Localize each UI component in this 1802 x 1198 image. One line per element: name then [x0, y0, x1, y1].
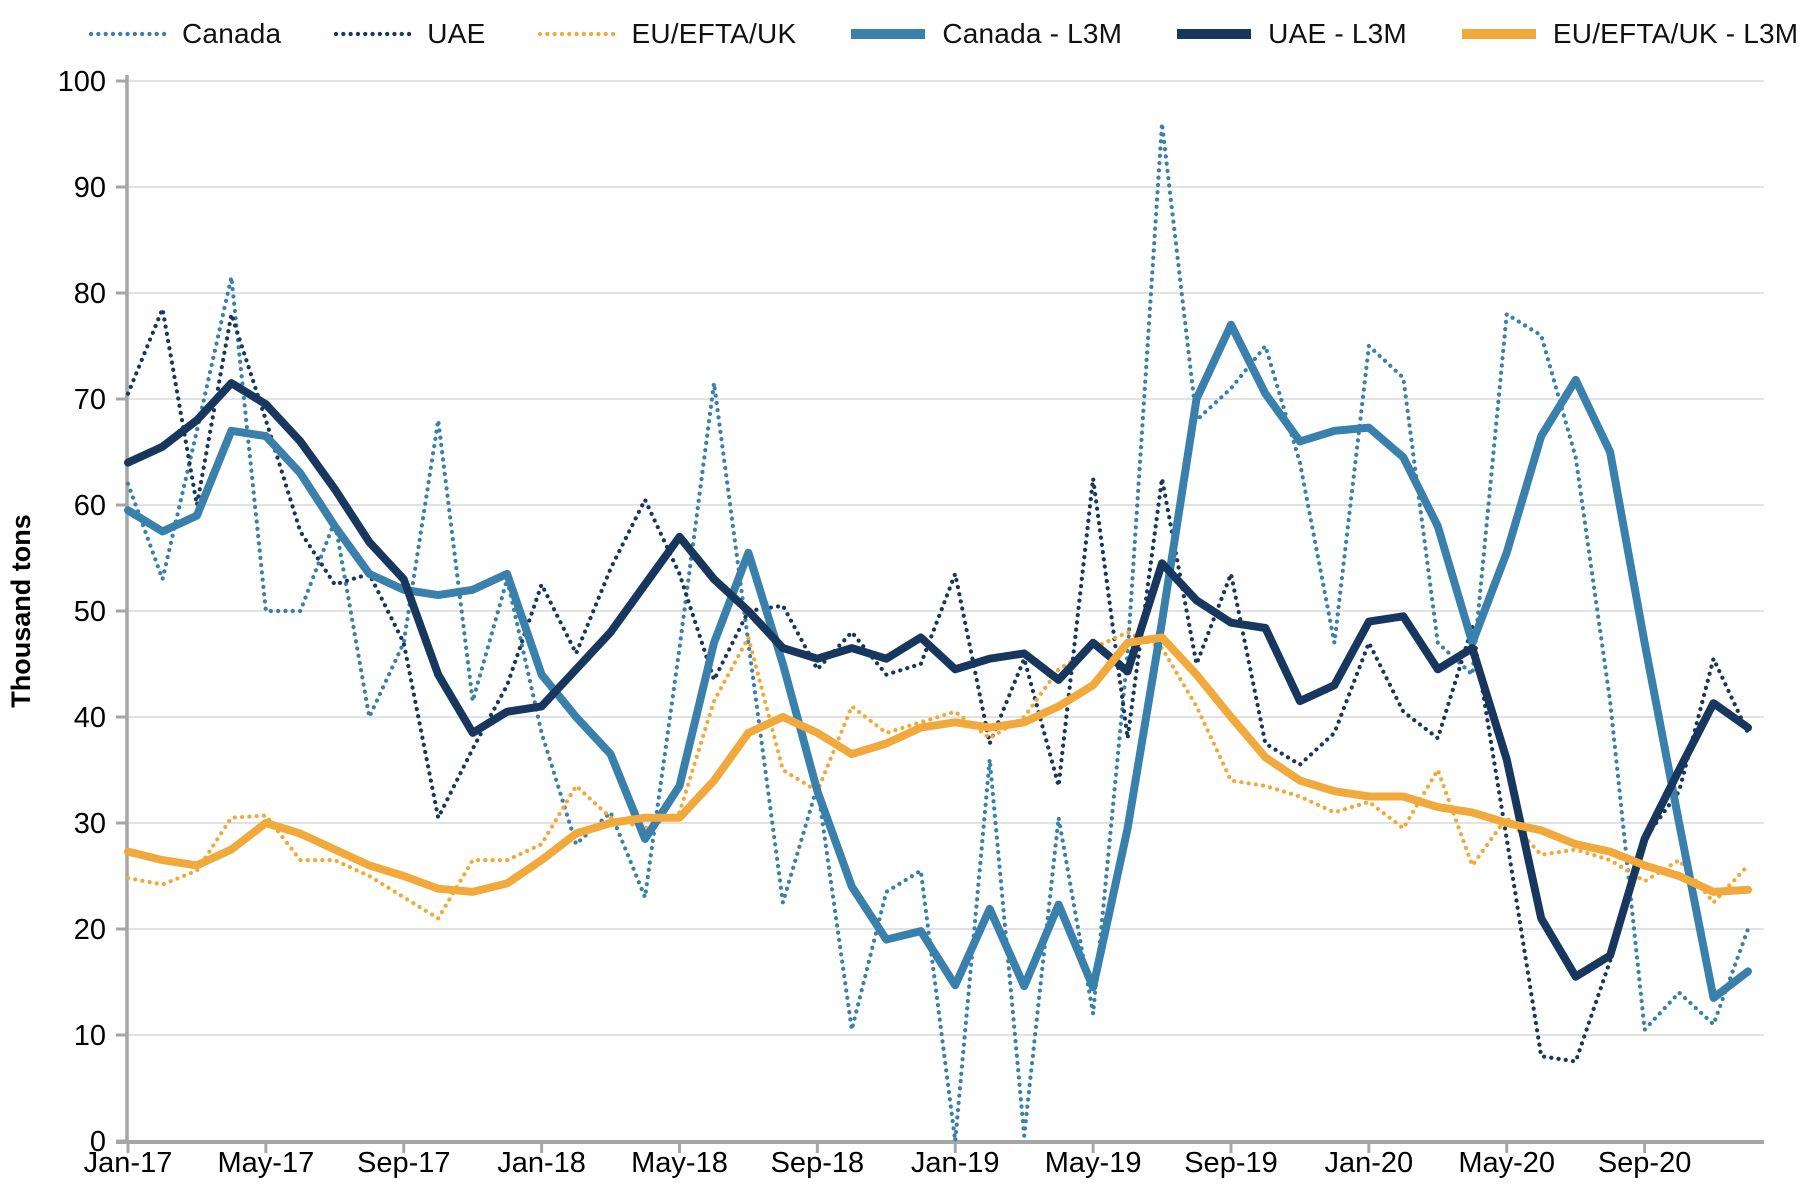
legend-item-uae: UAE — [333, 18, 485, 50]
x-tick-label-Jan-19: Jan-19 — [911, 1147, 1000, 1179]
x-tick-label-Jan-18: Jan-18 — [497, 1147, 586, 1179]
legend-item-uae-l3m: UAE - L3M — [1174, 18, 1407, 50]
y-tick-label-90: 90 — [74, 172, 106, 204]
legend-label: UAE - L3M — [1268, 18, 1407, 49]
x-tick-label-May-18: May-18 — [631, 1147, 728, 1179]
legend-swatch-solid-line-icon — [1177, 29, 1252, 39]
chart-legend: Canada UAE EU/EFTA/UK Canada - L3M UAE - L3M… — [88, 18, 1798, 50]
y-tick-label-80: 80 — [74, 278, 106, 310]
series-line-eu-efta-uk — [125, 630, 1751, 921]
x-tick-label-Sep-18: Sep-18 — [771, 1147, 865, 1179]
y-tick-label-100: 100 — [58, 66, 106, 98]
legend-swatch-solid-line-icon — [1461, 29, 1536, 39]
legend-item-canada-l3m: Canada - L3M — [848, 18, 1122, 50]
legend-label: Canada - L3M — [942, 18, 1123, 49]
legend-swatch-dotted-line-icon — [334, 31, 413, 37]
legend-swatch-dotted-line-icon — [88, 31, 168, 37]
legend-label: EU/EFTA/UK - L3M — [1552, 18, 1799, 49]
y-tick-label-60: 60 — [74, 490, 106, 522]
legend-swatch-dotted-line-icon — [538, 31, 617, 37]
x-tick-label-Sep-20: Sep-20 — [1598, 1147, 1692, 1179]
legend-item-eu-efta-uk: EU/EFTA/UK — [537, 18, 796, 50]
x-tick-label-Jan-20: Jan-20 — [1325, 1147, 1414, 1179]
x-tick-label-Sep-19: Sep-19 — [1184, 1147, 1278, 1179]
y-tick-label-30: 30 — [74, 808, 106, 840]
series-line-uae-l3m — [124, 379, 1752, 981]
legend-item-canada: Canada — [88, 18, 281, 50]
y-axis-title: Thousand tons — [6, 514, 36, 707]
x-tick-label-Jan-17: Jan-17 — [84, 1147, 173, 1179]
series-line-canada — [125, 121, 1751, 1144]
x-tick-label-Sep-17: Sep-17 — [357, 1147, 451, 1179]
y-tick-label-70: 70 — [74, 384, 106, 416]
series-line-canada-l3m — [124, 320, 1752, 1002]
y-tick-label-50: 50 — [74, 596, 106, 628]
legend-swatch-solid-line-icon — [851, 29, 926, 39]
legend-item-eu-efta-uk-l3m: EU/EFTA/UK - L3M — [1459, 18, 1798, 50]
x-tick-label-May-20: May-20 — [1458, 1147, 1555, 1179]
series-line-eu-efta-uk-l3m — [124, 633, 1752, 896]
y-tick-label-10: 10 — [74, 1020, 106, 1052]
y-tick-label-40: 40 — [74, 702, 106, 734]
y-tick-label-20: 20 — [74, 914, 106, 946]
legend-label: Canada — [182, 18, 282, 49]
series-line-uae — [125, 306, 1751, 1064]
x-tick-label-May-19: May-19 — [1045, 1147, 1142, 1179]
x-tick-label-May-17: May-17 — [218, 1147, 315, 1179]
y-tick-label-0: 0 — [90, 1126, 106, 1158]
legend-label: EU/EFTA/UK — [631, 18, 797, 49]
legend-label: UAE — [427, 18, 486, 49]
